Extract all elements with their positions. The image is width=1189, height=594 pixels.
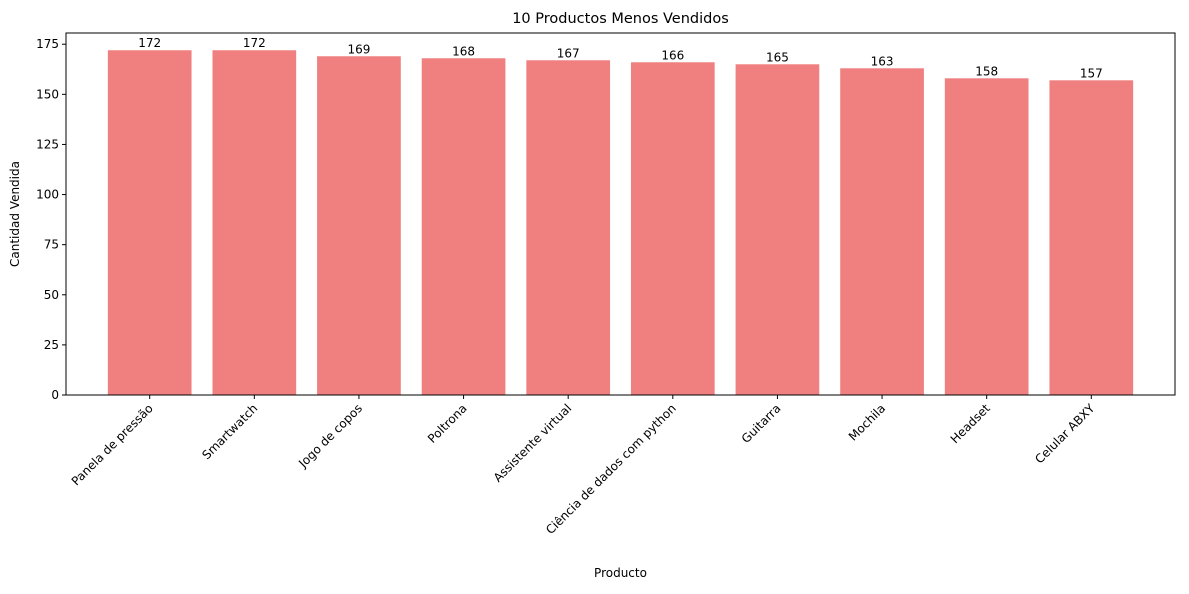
data-label: 169 — [347, 42, 370, 56]
data-label: 163 — [871, 54, 894, 68]
bar — [840, 68, 924, 395]
bar — [630, 62, 715, 395]
x-tick-label: Headset — [948, 401, 993, 446]
data-label: 165 — [766, 50, 789, 64]
x-tick-label: Panela de pressão — [69, 401, 156, 488]
y-tick-label: 125 — [36, 137, 59, 151]
bar — [212, 50, 297, 396]
y-tick-label: 0 — [51, 388, 59, 402]
y-tick-label: 175 — [36, 37, 59, 51]
bar — [421, 58, 506, 395]
data-label: 166 — [661, 48, 684, 62]
bar — [107, 50, 192, 396]
y-tick-label: 100 — [36, 188, 59, 202]
data-label: 168 — [452, 44, 475, 58]
data-label: 157 — [1080, 66, 1103, 80]
data-label: 172 — [243, 36, 266, 50]
plot-area: 172 172 169 168 167 166 165 163 158 157 0 25 50 75 100… — [36, 32, 1176, 537]
x-tick-label: Smartwatch — [199, 401, 260, 462]
x-axis-label: Producto — [594, 566, 647, 580]
y-tick-label: 150 — [36, 87, 59, 101]
y-tick-label: 50 — [44, 288, 59, 302]
x-tick-label: Celular ABXY — [1032, 401, 1098, 467]
x-tick-label: Jogo de copos — [295, 401, 365, 471]
bar — [735, 64, 820, 396]
data-label: 167 — [557, 46, 580, 60]
x-tick-label: Mochila — [846, 401, 888, 443]
x-tick-label: Guitarra — [739, 401, 784, 446]
bar — [317, 56, 401, 395]
bar — [944, 78, 1029, 396]
axes-frame — [65, 32, 1176, 396]
y-axis-label: Cantidad Vendida — [8, 161, 22, 267]
x-tick-label: Poltrona — [425, 401, 470, 446]
data-label: 158 — [975, 64, 998, 78]
bar — [526, 60, 611, 395]
x-tick-label: Assistente virtual — [491, 401, 575, 485]
bar — [1049, 80, 1134, 396]
y-tick-label: 25 — [44, 338, 59, 352]
chart-title: 10 Productos Menos Vendidos — [512, 11, 729, 27]
data-label: 172 — [138, 36, 161, 50]
y-tick-label: 75 — [44, 238, 59, 252]
